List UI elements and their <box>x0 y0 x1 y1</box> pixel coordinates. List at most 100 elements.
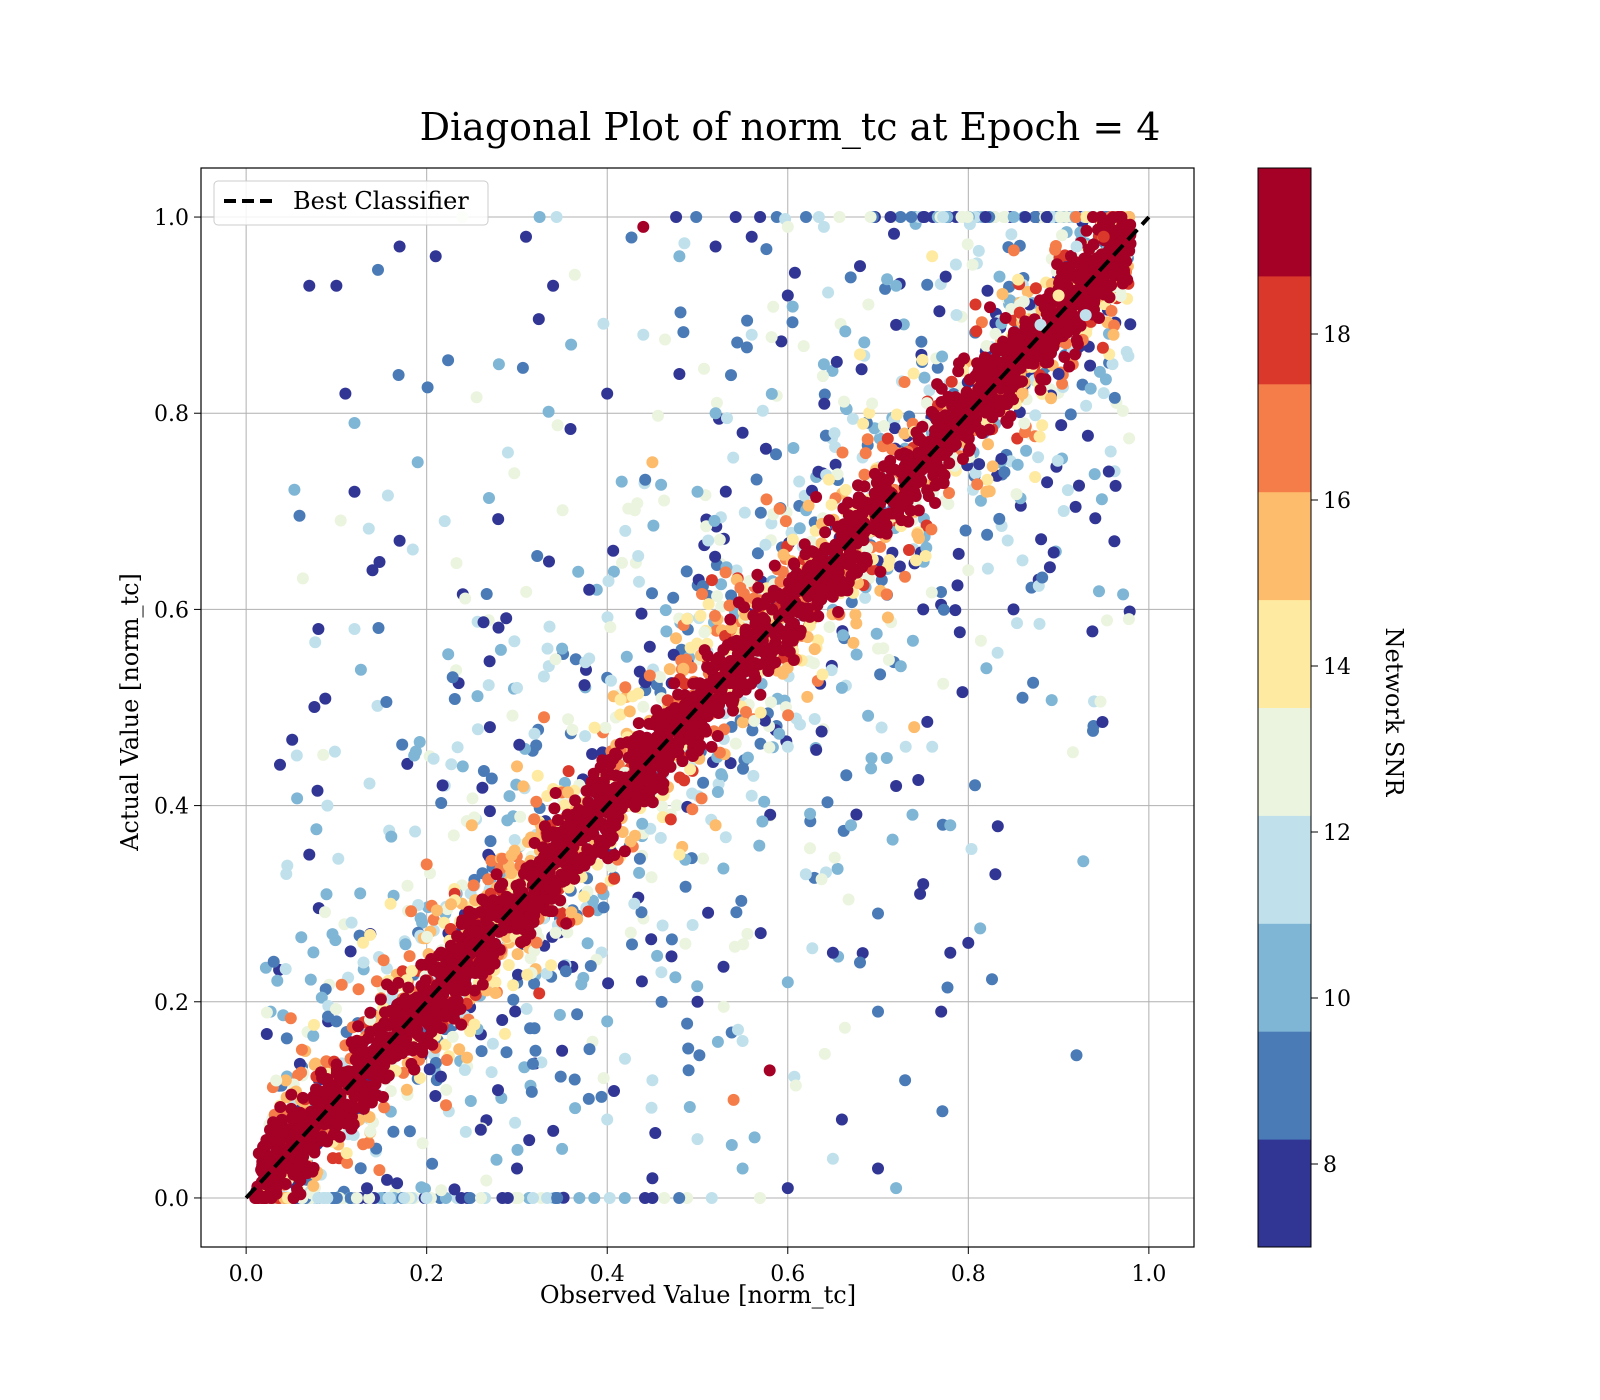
scatter-point <box>537 670 550 683</box>
scatter-point <box>584 960 597 972</box>
scatter-point <box>881 273 894 286</box>
scatter-point <box>686 803 699 816</box>
scatter-point <box>477 616 490 629</box>
scatter-point <box>603 1192 616 1204</box>
scatter-point <box>1081 429 1094 442</box>
scatter-point <box>448 1183 461 1196</box>
scatter-point <box>354 663 367 676</box>
scatter-point <box>912 774 925 786</box>
scatter-point <box>693 1049 706 1062</box>
scatter-point <box>747 609 760 622</box>
scatter-point <box>995 394 1008 407</box>
scatter-point <box>440 981 453 994</box>
scatter-point <box>969 779 981 792</box>
scatter-point <box>569 1102 582 1115</box>
scatter-point <box>280 1032 293 1045</box>
scatter-point <box>416 1137 429 1150</box>
scatter-point <box>825 498 838 511</box>
scatter-point <box>1010 488 1023 501</box>
scatter-point <box>547 1124 560 1137</box>
scatter-point <box>494 881 506 894</box>
scatter-point <box>409 745 422 758</box>
scatter-point <box>810 743 823 756</box>
scatter-point <box>917 211 930 223</box>
scatter-point <box>974 922 987 935</box>
scatter-point <box>1070 1049 1083 1062</box>
scatter-point <box>385 830 398 843</box>
scatter-point <box>307 1029 320 1042</box>
scatter-point <box>639 739 652 752</box>
scatter-point <box>819 526 832 539</box>
scatter-point <box>972 244 985 257</box>
scatter-point <box>993 512 1006 525</box>
scatter-point <box>1103 291 1116 304</box>
scatter-point <box>656 800 668 813</box>
scatter-point <box>962 444 975 457</box>
scatter-point <box>320 1074 333 1087</box>
scatter-point <box>643 640 656 653</box>
scatter-point <box>509 1116 522 1129</box>
scatter-point <box>914 887 927 900</box>
scatter-point <box>562 765 575 778</box>
scatter-point <box>904 504 917 517</box>
scatter-point <box>859 447 872 460</box>
scatter-point <box>989 327 1002 340</box>
scatter-point <box>645 871 658 884</box>
scatter-point <box>386 983 399 996</box>
scatter-point <box>831 520 844 533</box>
scatter-point <box>702 534 715 547</box>
scatter-point <box>396 738 409 751</box>
scatter-point <box>711 786 724 798</box>
scatter-point <box>804 807 817 820</box>
scatter-point <box>678 237 691 250</box>
scatter-point <box>645 933 658 946</box>
scatter-point <box>766 644 779 657</box>
scatter-point <box>1029 211 1042 223</box>
scatter-point <box>419 1182 431 1195</box>
scatter-point <box>874 668 887 681</box>
scatter-point <box>540 847 553 860</box>
scatter-point <box>1045 694 1058 707</box>
scatter-point <box>326 1152 339 1165</box>
scatter-point <box>593 834 606 847</box>
scatter-point <box>492 1084 504 1097</box>
scatter-point <box>370 975 383 988</box>
scatter-point <box>879 282 892 295</box>
scatter-point <box>747 769 760 782</box>
scatter-point <box>274 758 286 771</box>
scatter-point <box>274 1101 287 1113</box>
scatter-point <box>759 538 772 551</box>
scatter-point <box>567 840 580 853</box>
scatter-point <box>858 551 871 564</box>
scatter-point <box>352 1020 365 1033</box>
scatter-point <box>1060 211 1073 223</box>
scatter-point <box>291 792 304 805</box>
scatter-point <box>763 741 776 754</box>
scatter-point <box>837 502 850 515</box>
scatter-point <box>260 1006 273 1019</box>
scatter-point <box>260 1028 273 1040</box>
scatter-point <box>734 636 747 649</box>
scatter-point <box>741 751 754 764</box>
scatter-point <box>414 912 427 925</box>
scatter-point <box>494 643 507 656</box>
scatter-point <box>768 559 781 572</box>
scatter-point <box>423 1063 436 1076</box>
scatter-point <box>1007 393 1019 406</box>
scatter-point <box>441 1004 454 1017</box>
scatter-point <box>709 609 721 622</box>
scatter-point <box>907 367 920 380</box>
scatter-point <box>725 1139 738 1151</box>
scatter-point <box>467 879 480 892</box>
scatter-point <box>665 933 678 946</box>
scatter-point <box>578 679 591 692</box>
scatter-point <box>496 852 509 865</box>
scatter-point <box>986 460 999 473</box>
scatter-point <box>749 657 761 670</box>
scatter-point <box>453 1043 466 1056</box>
scatter-point <box>587 894 599 907</box>
scatter-point <box>463 914 476 926</box>
scatter-point <box>421 930 433 943</box>
scatter-point <box>352 983 365 996</box>
scatter-point <box>971 478 984 491</box>
